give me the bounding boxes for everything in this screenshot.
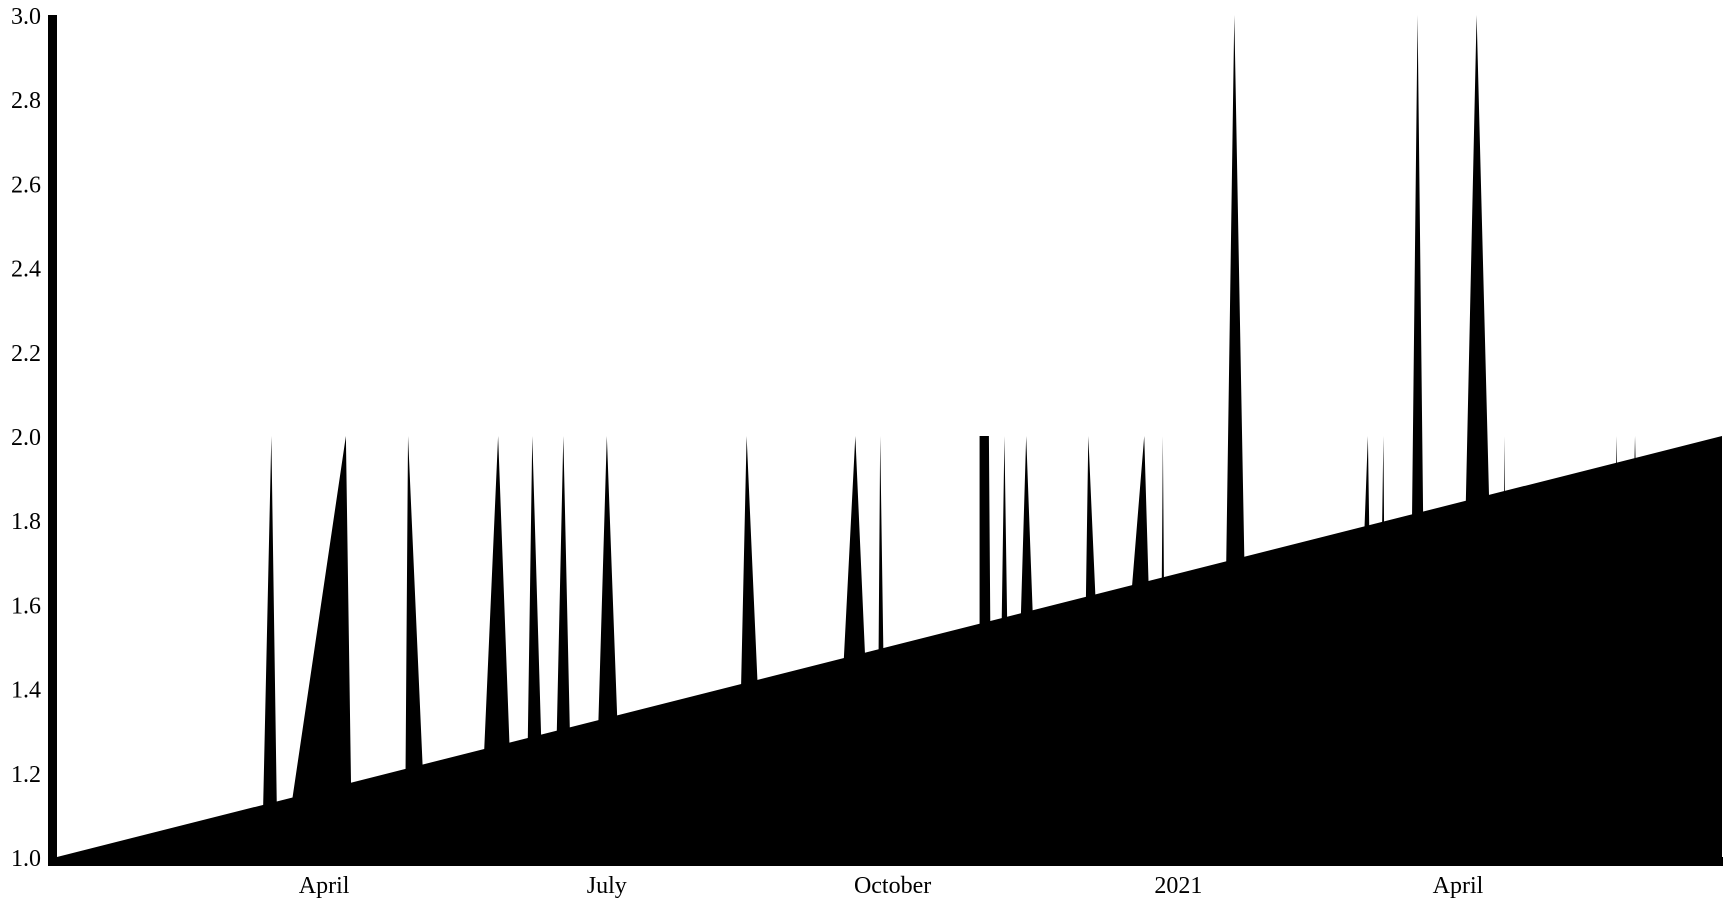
plot-area — [57, 15, 1722, 857]
x-tick-label: April — [299, 873, 350, 899]
y-tick-label: 2.6 — [11, 172, 41, 198]
y-tick-label: 1.8 — [11, 509, 41, 535]
y-tick-label: 1.4 — [11, 678, 41, 704]
y-tick-label: 2.4 — [11, 257, 41, 283]
x-tick-label: 2021 — [1154, 873, 1202, 899]
x-tick-label: April — [1433, 873, 1484, 899]
y-tick-label: 2.0 — [11, 425, 41, 451]
y-tick-label: 2.2 — [11, 341, 41, 367]
y-tick-label: 3.0 — [11, 4, 41, 30]
axes — [48, 15, 1723, 866]
y-tick-labels: 1.0 1.2 1.4 1.6 1.8 2.0 2.2 2.4 2.6 2.8 3.0 — [11, 4, 41, 872]
y-axis-line — [48, 15, 57, 866]
series-area-trend — [57, 436, 1722, 857]
x-tick-label: July — [587, 873, 627, 899]
y-tick-label: 2.8 — [11, 88, 41, 114]
x-axis-line — [57, 857, 1723, 866]
x-tick-label: October — [854, 873, 931, 899]
y-tick-label: 1.6 — [11, 593, 41, 619]
x-tick-labels: April July October 2021 April — [299, 873, 1484, 899]
y-tick-label: 1.2 — [11, 762, 41, 788]
y-tick-label: 1.0 — [11, 846, 41, 872]
